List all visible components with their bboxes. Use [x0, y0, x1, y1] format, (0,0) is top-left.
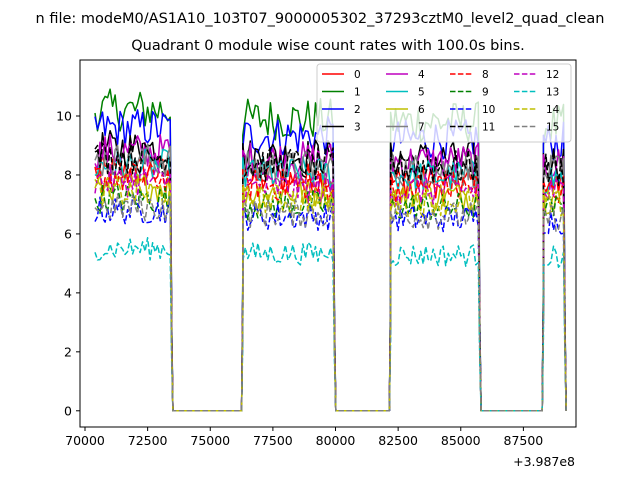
legend-label-0: 0: [354, 69, 361, 81]
axes-frame: [79, 59, 577, 428]
y-tick-label: 0: [64, 403, 72, 418]
legend-label-15: 15: [546, 122, 559, 134]
legend-label-3: 3: [354, 122, 361, 134]
legend-label-5: 5: [418, 87, 425, 99]
y-tick-label: 6: [64, 226, 72, 241]
legend-label-13: 13: [546, 87, 559, 99]
x-tick-label: 75000: [190, 433, 230, 448]
x-tick-label: 82500: [378, 433, 418, 448]
axes: 70000 72500 75000 77500 80000 82500 85000 87500…: [56, 59, 577, 448]
series-line-15: [94, 193, 567, 412]
x-tick-label: 72500: [128, 433, 168, 448]
plot-lines: [94, 88, 567, 412]
y-tick-label: 2: [64, 344, 72, 359]
x-tick-label: 80000: [316, 433, 356, 448]
legend-label-9: 9: [482, 87, 489, 99]
x-tick-label: 70000: [65, 433, 105, 448]
legend-label-6: 6: [418, 104, 425, 116]
legend-label-14: 14: [546, 104, 560, 116]
legend-box: [316, 63, 572, 143]
legend-label-11: 11: [482, 122, 495, 134]
x-tick-label: 87500: [504, 433, 544, 448]
y-tick-label: 10: [56, 109, 72, 124]
legend-label-7: 7: [418, 122, 425, 134]
legend-label-12: 12: [546, 69, 559, 81]
x-tick-label: 77500: [253, 433, 293, 448]
figure-suptitle: n file: modeM0/AS1A10_103T07_9000005302_…: [36, 11, 605, 27]
legend-label-2: 2: [354, 104, 361, 116]
legend-label-1: 1: [354, 87, 361, 99]
chart-title: Quadrant 0 module wise count rates with …: [131, 38, 525, 54]
x-axis-offset-text: +3.987e8: [513, 454, 575, 469]
y-tick-label: 4: [64, 285, 72, 300]
legend-label-10: 10: [482, 104, 495, 116]
y-tick-label: 8: [64, 167, 72, 182]
x-tick-label: 85000: [441, 433, 481, 448]
legend-label-4: 4: [418, 69, 425, 81]
legend-label-8: 8: [482, 69, 489, 81]
